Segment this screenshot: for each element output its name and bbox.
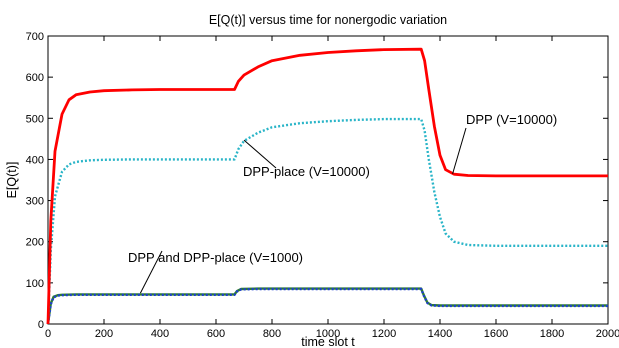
y-tick-label: 200 bbox=[26, 237, 44, 249]
series-line-2 bbox=[46, 287, 608, 325]
annotation-pointer-line bbox=[243, 139, 277, 169]
x-tick-label: 1400 bbox=[428, 328, 452, 340]
annotation-dpp-v10000: DPP (V=10000) bbox=[466, 112, 557, 127]
x-tick-label: 200 bbox=[95, 328, 113, 340]
x-tick-label: 600 bbox=[207, 328, 225, 340]
annotation-pointers bbox=[139, 127, 467, 294]
x-tick-label: 400 bbox=[151, 328, 169, 340]
annotation-pointer-line bbox=[452, 127, 467, 174]
y-tick-label: 700 bbox=[26, 31, 44, 43]
y-axis-title: E[Q(t)] bbox=[5, 162, 19, 199]
annotation-pointer-line bbox=[139, 250, 163, 294]
plot-frame bbox=[47, 35, 609, 325]
x-tick-label: 1600 bbox=[484, 328, 508, 340]
chart-title: E[Q(t)] versus time for nonergodic varia… bbox=[209, 13, 447, 27]
axis-ticks: 0 200 400 600 800 1000 1200 1400 1600 1800 2000 0 10… bbox=[26, 31, 619, 340]
annotation-v1000: DPP and DPP-place (V=1000) bbox=[128, 250, 303, 265]
series-line-3 bbox=[46, 287, 608, 325]
series-lines bbox=[46, 47, 608, 325]
x-axis-title: time slot t bbox=[301, 335, 355, 348]
y-tick-label: 400 bbox=[26, 154, 44, 166]
y-tick-label: 600 bbox=[26, 72, 44, 84]
x-tick-label: 1200 bbox=[372, 328, 396, 340]
x-tick-label: 1800 bbox=[540, 328, 564, 340]
series-line-1 bbox=[46, 117, 608, 325]
x-tick-label: 800 bbox=[263, 328, 281, 340]
x-tick-label: 1000 bbox=[316, 328, 340, 340]
y-tick-label: 0 bbox=[38, 319, 44, 331]
y-tick-label: 300 bbox=[26, 196, 44, 208]
annotation-dpp-place-v10000: DPP-place (V=10000) bbox=[243, 164, 370, 179]
series-line-0 bbox=[46, 47, 608, 325]
x-tick-label: 0 bbox=[45, 328, 51, 340]
y-tick-label: 500 bbox=[26, 113, 44, 125]
x-tick-label: 2000 bbox=[596, 328, 619, 340]
y-tick-label: 100 bbox=[26, 278, 44, 290]
